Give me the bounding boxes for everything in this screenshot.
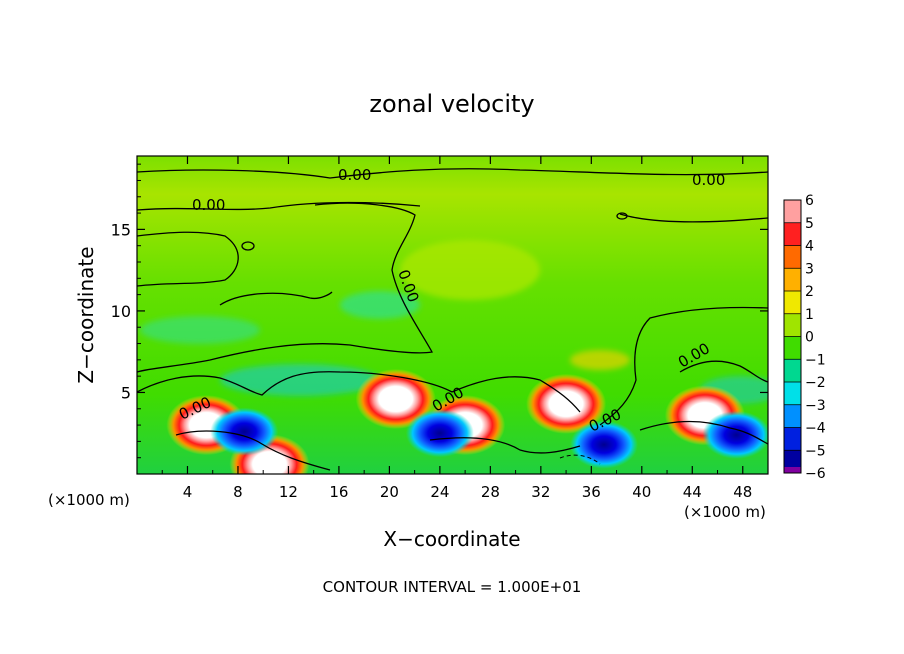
colorbar-tick-label: 4 [805,239,814,255]
contour-line [599,306,768,426]
colorbar-tick-label: −3 [805,398,826,414]
contour-line [429,437,581,454]
contour-line [219,291,333,306]
y-axis-ticks: 5 10 15 [111,163,768,459]
colorbar-tick-label: 5 [805,216,814,232]
y-tick-label: 15 [111,220,131,239]
x-tick-label: 28 [481,483,500,501]
colorbar-band [784,359,801,383]
contour-lines [137,168,768,471]
field-patch [140,316,260,344]
contour-line [137,371,453,396]
colorbar-band [784,427,801,451]
plot-area: 0.00 0.00 0.00 0.00 0.00 0.00 0.00 0.00 [137,156,768,474]
field-patch [400,240,540,300]
colorbar-tick-label: −4 [805,421,826,437]
x-tick-label: 24 [430,483,449,501]
colorbar-band [784,313,801,337]
x-tick-label: 16 [329,483,348,501]
negative-velocity-core [702,410,768,459]
contour-line [679,360,768,383]
x-tick-label: 8 [233,483,243,501]
negative-contour-line [559,454,601,465]
colorbar-band [784,336,801,360]
x-tick-label: 40 [632,483,651,501]
contour-line [137,201,421,211]
colorbar: 6 5 4 3 2 1 0 −1 −2 −3 −4 −5 −6 [783,193,826,482]
colorbar-band [784,268,801,292]
contour-line [616,212,628,220]
positive-velocity-core [526,373,607,434]
contour-line [137,231,239,287]
colorbar-tick-label: 1 [805,307,814,323]
contour-label: 0.00 [192,196,225,214]
colorbar-band [784,404,801,428]
colorbar-tick-label: −5 [805,443,826,459]
contour-label: 0.00 [692,171,725,189]
contour-line [241,241,255,251]
colorbar-tick-label: 2 [805,284,814,300]
field-patch [220,364,380,396]
x-tick-label: 12 [279,483,298,501]
negative-velocity-core [405,409,474,458]
x-tick-label: 32 [531,483,550,501]
contour-interval-text: CONTOUR INTERVAL = 1.000E+01 [323,578,582,596]
positive-velocity-core [355,368,436,429]
y-axis-label: Z−coordinate [74,246,98,383]
contour-line [639,420,768,445]
field-patch [340,291,420,319]
x-tick-label: 44 [683,483,702,501]
colorbar-tick-label: −6 [805,466,826,482]
x-tick-label: 36 [582,483,601,501]
colorbar-tick-label: 0 [805,330,814,346]
x-tick-label: 20 [380,483,399,501]
y-tick-label: 10 [111,302,131,321]
colorbar-tick-label: 3 [805,261,814,277]
x-tick-label: 4 [183,483,193,501]
z-unit-label: (×1000 m) [48,491,130,509]
contour-line [137,168,768,179]
colorbar-band [784,291,801,315]
x-tick-label: 48 [733,483,752,501]
colorbar-tick-label: 6 [805,193,814,209]
colorbar-band [784,200,801,224]
contour-line [451,376,581,413]
colorbar-tick-label: −2 [805,375,826,391]
colorbar-band [784,222,801,246]
colorbar-tick-label: −1 [805,352,826,368]
contour-label: 0.00 [338,166,371,184]
contour-line [137,202,434,373]
chart-title: zonal velocity [369,90,534,118]
negative-velocity-core [569,420,638,469]
y-tick-label: 5 [121,383,131,402]
x-axis-ticks: 4 8 12 16 20 24 28 32 36 40 44 48 [161,156,752,501]
x-unit-label: (×1000 m) [684,503,766,521]
contour-line [175,430,331,471]
field-patch [570,350,630,370]
colorbar-band [784,245,801,269]
x-axis-label: X−coordinate [383,527,520,551]
plot-frame [136,155,769,475]
colorbar-band [784,467,801,473]
colorbar-band [784,382,801,406]
contour-line [619,213,768,223]
